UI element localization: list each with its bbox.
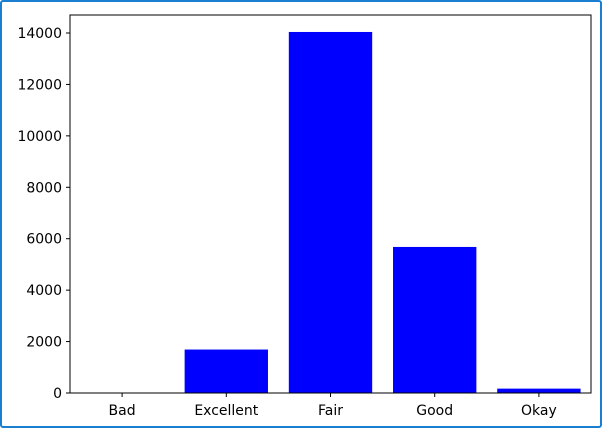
y-tick-label: 6000 bbox=[26, 232, 62, 248]
x-tick-label: Okay bbox=[521, 403, 557, 419]
y-tick-label: 14000 bbox=[17, 26, 62, 42]
x-tick-label: Excellent bbox=[194, 403, 258, 419]
y-tick-label: 4000 bbox=[26, 283, 62, 299]
y-tick-label: 2000 bbox=[26, 335, 62, 351]
bars-group bbox=[80, 32, 580, 393]
y-tick-label: 0 bbox=[53, 386, 62, 402]
x-axis: Bad Excellent Fair Good Okay bbox=[109, 393, 557, 419]
y-axis: 0 2000 4000 6000 8000 10000 12000 14000 bbox=[17, 26, 70, 402]
x-tick-label: Fair bbox=[318, 403, 343, 419]
x-tick-label: Good bbox=[416, 403, 453, 419]
y-tick-label: 8000 bbox=[26, 180, 62, 196]
y-tick-label: 10000 bbox=[17, 129, 62, 145]
bar-okay bbox=[497, 389, 580, 393]
bar-fair bbox=[289, 32, 372, 393]
y-tick-label: 12000 bbox=[17, 77, 62, 93]
bar-good bbox=[393, 247, 476, 393]
bar-excellent bbox=[185, 350, 268, 393]
x-tick-label: Bad bbox=[109, 403, 136, 419]
